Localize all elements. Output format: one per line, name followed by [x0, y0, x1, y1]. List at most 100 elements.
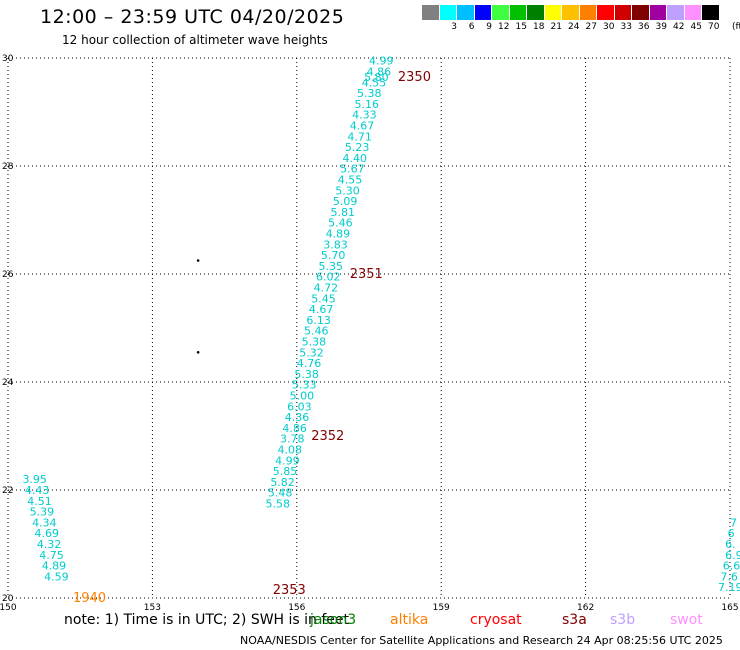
- wave-height-label: 5.38: [302, 336, 327, 349]
- legend-swatch: 9: [474, 5, 492, 37]
- legend-label: 21: [550, 22, 562, 32]
- legend-label: 36: [638, 22, 650, 32]
- wave-height-label: 4.89: [42, 560, 66, 573]
- wave-height-label: 5.38: [294, 368, 319, 381]
- wave-height-label: 5.80: [364, 71, 389, 84]
- legend-swatch: 36: [632, 5, 650, 37]
- wave-height-label: 4.43: [25, 484, 49, 497]
- legend-label: 6: [468, 22, 475, 32]
- wave-height-label: 5.39: [30, 506, 55, 519]
- wave-height-label: 4.55: [338, 174, 363, 187]
- satellite-label-cryosat: cryosat: [470, 612, 522, 628]
- wave-height-label: 4.36: [285, 411, 310, 424]
- legend-swatch: 3: [439, 5, 457, 37]
- legend-label: 70: [708, 22, 720, 32]
- wave-height-label: 3.95: [22, 473, 47, 486]
- wave-height-label: 5.46: [328, 217, 353, 230]
- satellite-label-jason3: jason3: [310, 612, 357, 628]
- wave-height-label: 5.30: [335, 184, 360, 197]
- footnote-text: note: 1) Time is in UTC; 2) SWH is in fe…: [64, 612, 350, 628]
- legend-swatch: 30: [597, 5, 615, 37]
- legend-label: 30: [603, 22, 615, 32]
- legend-swatch: 33: [614, 5, 632, 37]
- wave-height-label: 4.67: [350, 120, 375, 133]
- wave-height-label: 4.32: [37, 538, 62, 551]
- y-tick-label: 26: [2, 270, 14, 280]
- wave-height-label: 6.9: [725, 549, 740, 562]
- legend-swatch: 6: [457, 5, 475, 37]
- wave-height-label: 7: [730, 516, 737, 529]
- x-tick-label: 150: [0, 603, 17, 613]
- page-title: 12:00 – 23:59 UTC 04/20/2025: [40, 6, 345, 28]
- wave-height-label: 6.: [725, 538, 736, 551]
- wave-height-label: 5.38: [357, 87, 382, 100]
- legend-label: 12: [498, 22, 510, 32]
- credit-line: NOAA/NESDIS Center for Satellite Applica…: [240, 634, 723, 647]
- wave-height-label: 5.67: [340, 163, 365, 176]
- wave-height-label: 6.6: [723, 560, 740, 573]
- wave-height-label: 4.08: [278, 444, 303, 457]
- wave-height-label: 6.03: [287, 400, 312, 413]
- legend-swatch: 24: [562, 5, 580, 37]
- wave-height-label: 6.02: [316, 271, 341, 284]
- legend-label: 45: [690, 22, 702, 32]
- wave-height-label: 3.78: [280, 433, 305, 446]
- wave-height-label: 4.34: [32, 516, 57, 529]
- x-tick-label: 162: [577, 603, 594, 613]
- wave-height-label: 3.83: [323, 238, 348, 251]
- x-tick-label: 153: [144, 603, 161, 613]
- page-subtitle: 12 hour collection of altimeter wave hei…: [62, 33, 328, 47]
- satellite-label-altika: altika: [390, 612, 429, 628]
- legend-label: 3: [451, 22, 457, 32]
- wave-height-label: 5.32: [299, 346, 324, 359]
- satellite-label-s3b: s3b: [610, 612, 636, 628]
- wave-height-label: 4.72: [314, 282, 339, 295]
- wave-height-label: 5.82: [270, 476, 295, 489]
- wave-height-label: 4.89: [326, 228, 351, 241]
- wave-height-label: 5.85: [273, 465, 298, 478]
- wave-height-label: 5.33: [292, 379, 317, 392]
- legend-swatch: 15: [509, 5, 527, 37]
- wave-height-label: 5.81: [330, 206, 355, 219]
- satellite-label-s3a: s3a: [562, 612, 587, 628]
- orbit-number-label: 1940: [73, 591, 106, 606]
- wave-height-label: 4.75: [39, 549, 64, 562]
- wave-height-label: 5.35: [318, 260, 343, 273]
- legend-swatch: 70: [702, 5, 720, 37]
- legend-swatch-base: [422, 5, 440, 37]
- legend-swatch: 45: [684, 5, 702, 37]
- wave-height-label: 5.16: [355, 98, 380, 111]
- wave-height-label: 4.86: [367, 66, 392, 79]
- wave-height-label: 5.45: [311, 292, 336, 305]
- legend-swatch: 42: [667, 5, 685, 37]
- wave-height-label: 4.71: [347, 130, 372, 143]
- wave-height-label: 7.19: [718, 581, 740, 594]
- orbit-number-label: 2351: [350, 267, 383, 282]
- wave-height-label: 6: [728, 527, 735, 540]
- wave-height-label: 4.67: [309, 303, 334, 316]
- wave-height-label: 4.99: [275, 454, 300, 467]
- legend-swatch: 18: [527, 5, 545, 37]
- wave-height-label: 5.70: [321, 249, 346, 262]
- orbit-number-label: 2352: [311, 429, 344, 444]
- data-point-dot: [196, 351, 200, 354]
- x-tick-label: 159: [433, 603, 450, 613]
- data-point-dot: [196, 259, 200, 262]
- wave-height-label: 4.51: [27, 495, 52, 508]
- y-tick-label: 24: [2, 378, 14, 388]
- orbit-number-label: 2353: [273, 583, 306, 598]
- x-tick-label: 165: [721, 603, 738, 613]
- wave-height-label: 7.6: [720, 570, 738, 583]
- wave-height-label: 4.76: [297, 357, 322, 370]
- y-tick-label: 22: [2, 486, 13, 496]
- wave-height-label: 5.23: [345, 141, 370, 154]
- legend-label: 9: [486, 22, 492, 32]
- legend-swatch: 12: [492, 5, 510, 37]
- legend-label: 15: [515, 22, 527, 32]
- y-tick-label: 20: [2, 594, 14, 604]
- wave-height-label: 5.09: [333, 195, 358, 208]
- wave-height-label: 4.33: [352, 109, 377, 122]
- legend-label: 39: [655, 22, 667, 32]
